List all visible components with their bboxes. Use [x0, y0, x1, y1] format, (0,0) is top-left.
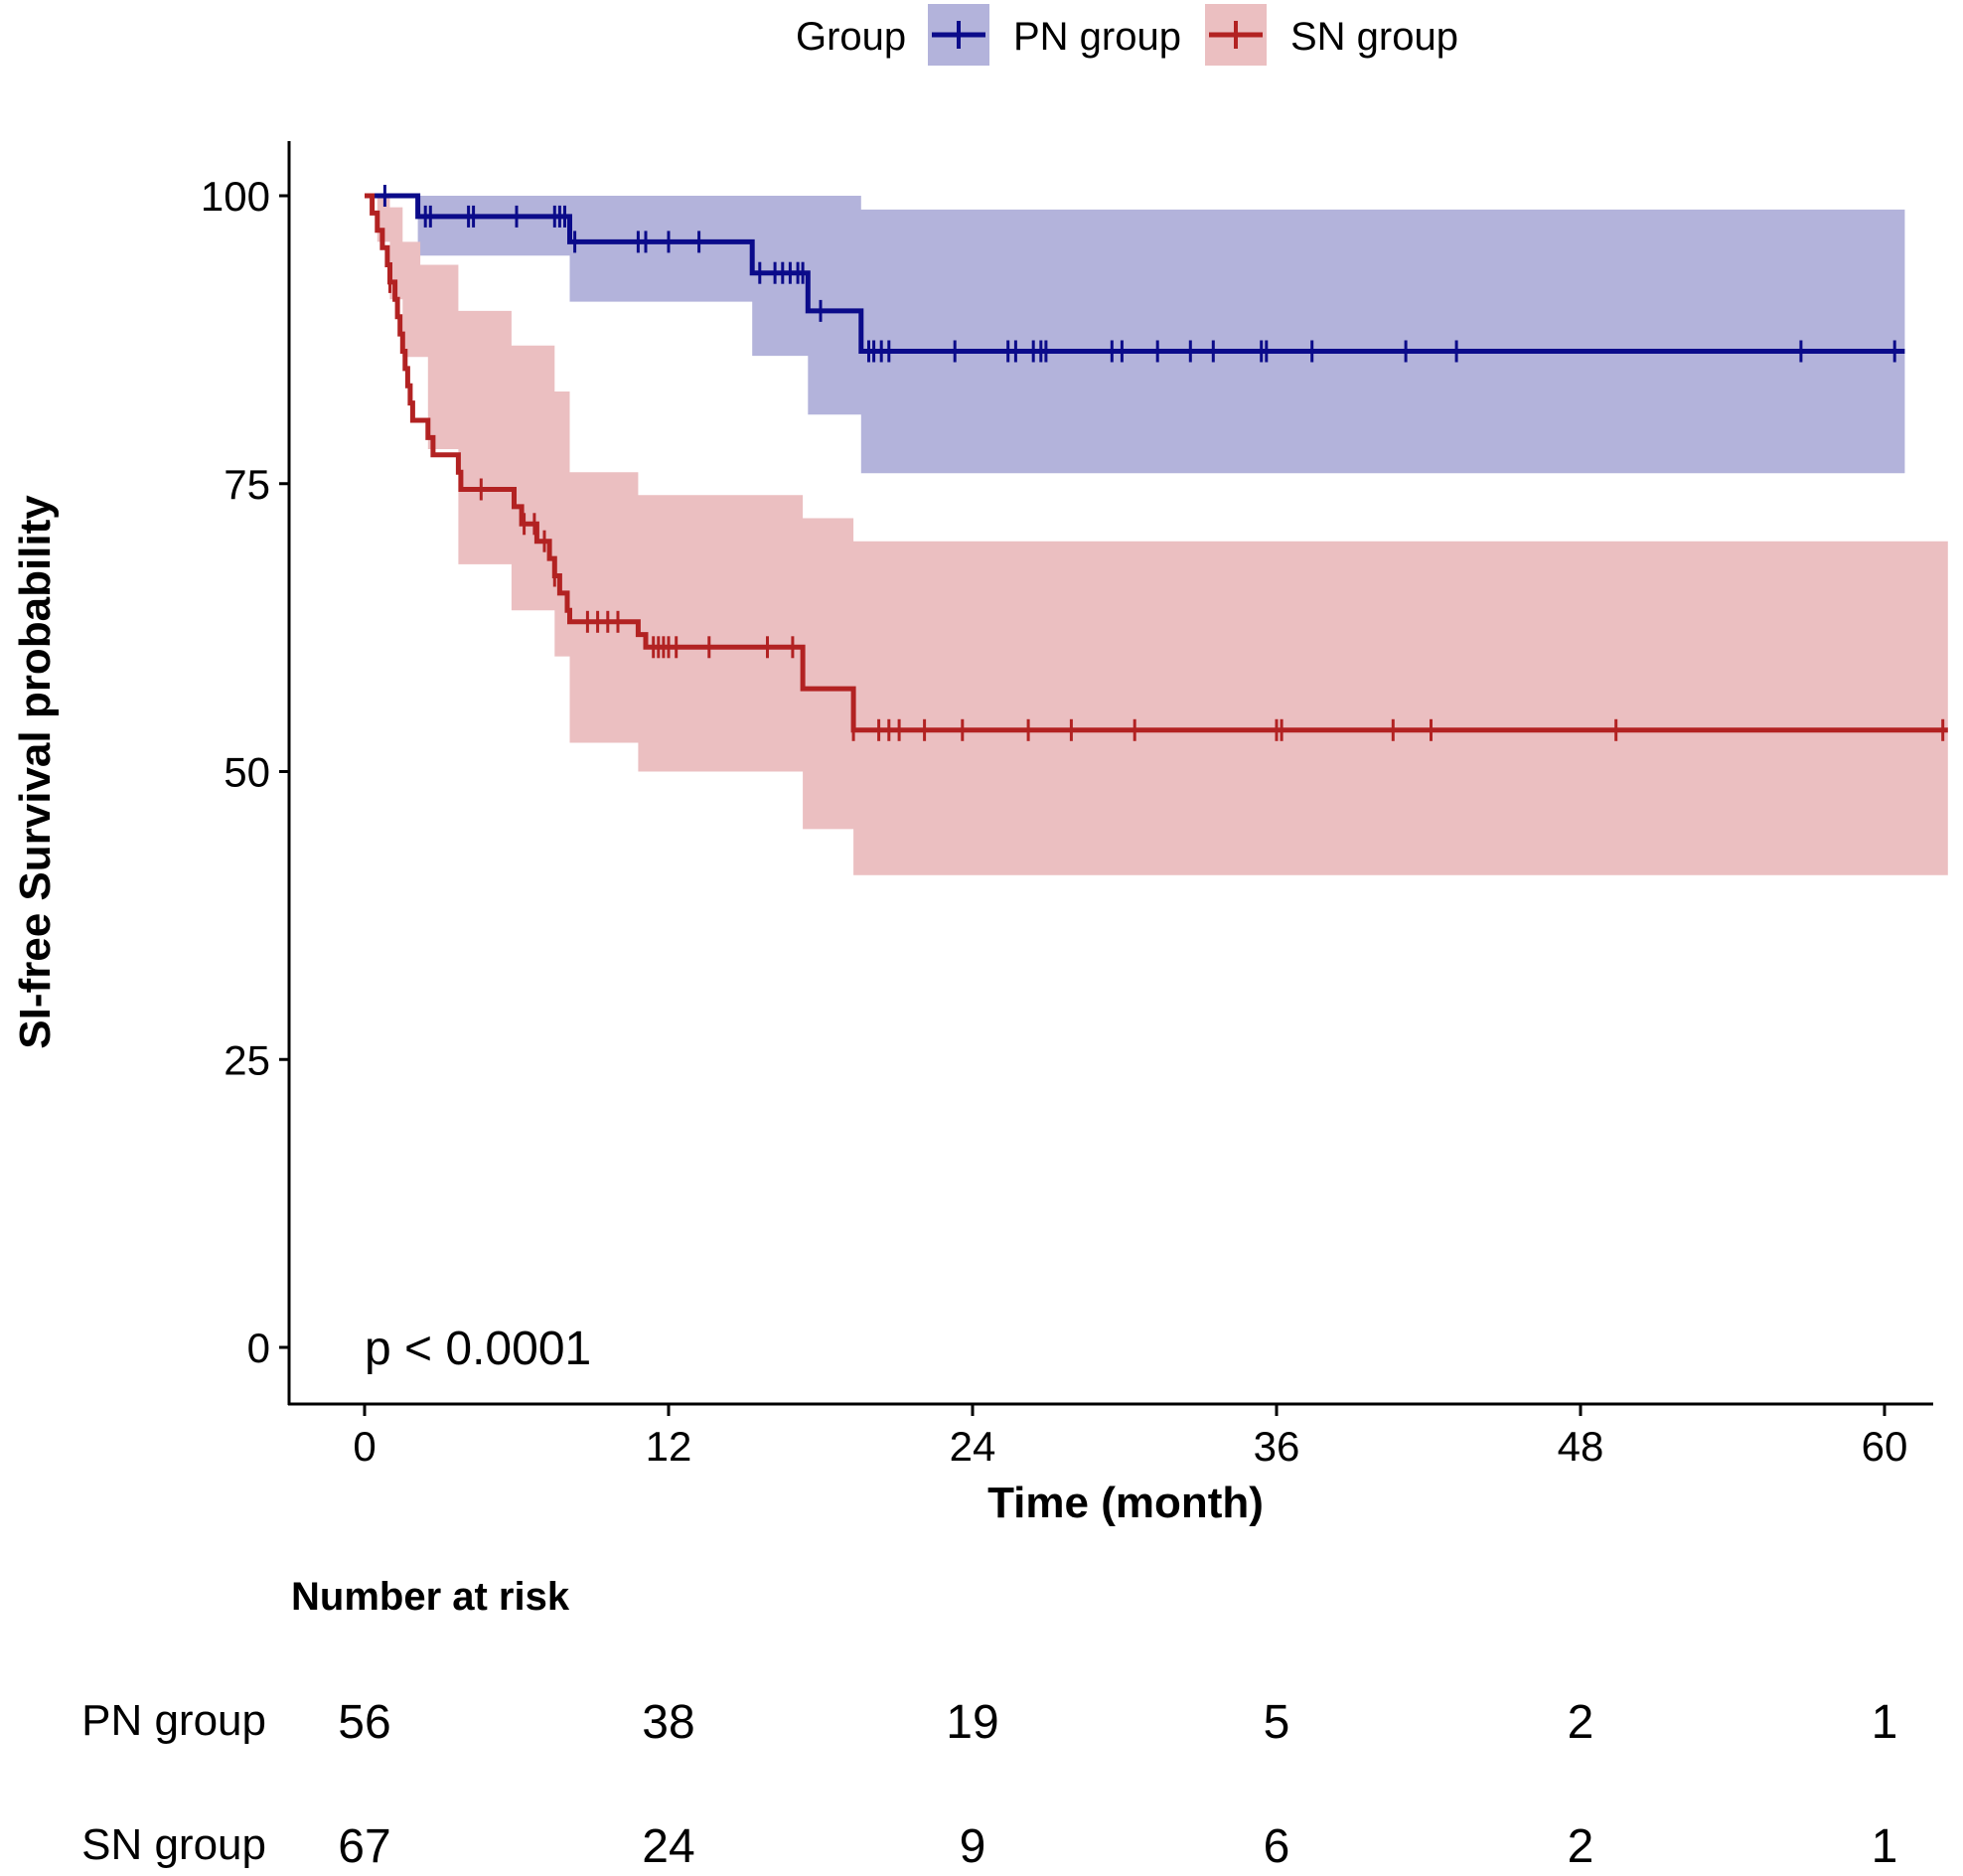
x-tick-label: 48 [1558, 1423, 1604, 1470]
y-tick-label: 25 [224, 1036, 270, 1083]
confidence-bands [365, 196, 1948, 875]
risk-count: 2 [1568, 1696, 1594, 1749]
x-ticks: 0 12 24 36 48 60 [353, 1405, 1907, 1470]
y-axis-title: SI-free Survival probability [11, 495, 60, 1049]
risk-count: 9 [960, 1820, 986, 1873]
risk-count: 67 [338, 1820, 390, 1873]
legend-label-pn: PN group [1013, 15, 1181, 59]
x-tick-label: 0 [353, 1423, 376, 1470]
risk-count: 6 [1264, 1820, 1290, 1873]
censor-marks [382, 185, 1945, 741]
risk-count: 19 [946, 1696, 998, 1749]
x-axis-title: Time (month) [987, 1479, 1264, 1527]
risk-table-title: Number at risk [291, 1575, 570, 1619]
risk-count: 2 [1568, 1820, 1594, 1873]
y-tick-label: 0 [247, 1325, 270, 1371]
risk-count: 1 [1872, 1820, 1898, 1873]
risk-count: 1 [1872, 1696, 1898, 1749]
risk-count: 38 [642, 1696, 694, 1749]
x-tick-label: 36 [1254, 1423, 1300, 1470]
pn-survival-curve [365, 193, 1905, 354]
x-tick-label: 60 [1862, 1423, 1908, 1470]
y-tick-label: 75 [224, 461, 270, 508]
legend: Group PN group SN group [796, 4, 1458, 66]
y-ticks: 0 25 50 75 100 [201, 173, 289, 1371]
p-value-annotation: p < 0.0001 [365, 1323, 591, 1375]
risk-row-label: SN group [81, 1820, 266, 1869]
y-tick-label: 50 [224, 749, 270, 796]
legend-label-sn: SN group [1290, 15, 1458, 59]
y-tick-label: 100 [201, 173, 270, 220]
x-tick-label: 24 [950, 1423, 996, 1470]
risk-count: 24 [642, 1820, 694, 1873]
legend-title: Group [796, 15, 906, 59]
risk-count: 5 [1264, 1696, 1290, 1749]
risk-row-label: PN group [81, 1696, 266, 1745]
risk-table: Number at risk PN group 56 38 19 5 2 1SN group… [81, 1575, 1897, 1873]
pn-ci-band [365, 196, 1905, 474]
risk-count: 56 [338, 1696, 390, 1749]
x-tick-label: 12 [646, 1423, 692, 1470]
sn-ci-band [365, 196, 1948, 875]
